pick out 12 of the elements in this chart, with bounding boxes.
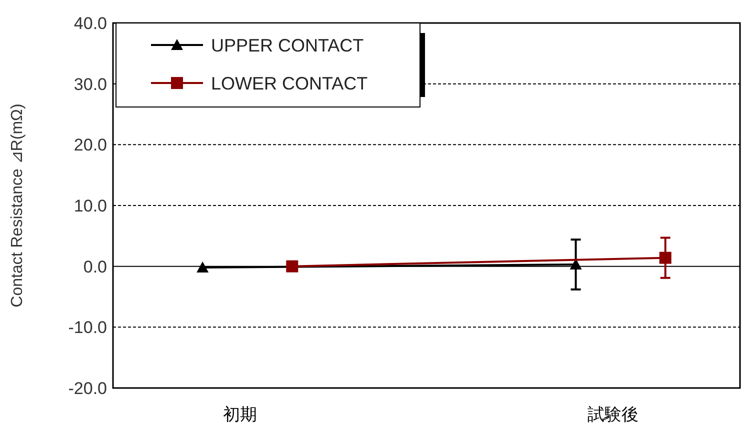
y-tick-label: 20.0: [74, 136, 107, 155]
y-axis-title: Contact Resistance ⊿R(mΩ): [9, 104, 26, 308]
x-tick-label: 初期: [222, 405, 257, 424]
y-tick-label: 10.0: [74, 196, 107, 216]
y-tick-label: 40.0: [74, 14, 107, 33]
legend-label: UPPER CONTACT: [211, 35, 364, 56]
y-tick-label: 30.0: [74, 74, 107, 94]
y-tick-label: 0.0: [83, 257, 107, 276]
x-tick-label: 試験後: [588, 405, 639, 424]
y-tick-label: -20.0: [68, 378, 107, 398]
y-tick-label: -10.0: [68, 318, 107, 338]
legend-label: LOWER CONTACT: [211, 73, 368, 94]
